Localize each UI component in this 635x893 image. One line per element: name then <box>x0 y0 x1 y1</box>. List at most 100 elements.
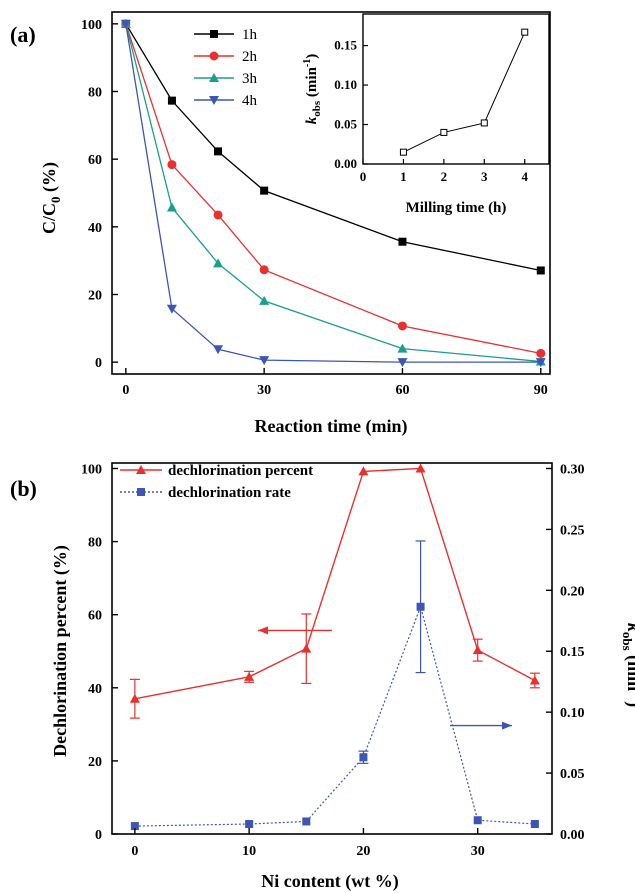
data-point-2h <box>397 321 407 331</box>
inset-x-axis-title: Milling time (h) <box>406 200 507 216</box>
y-tick-label-right-b: 0.20 <box>560 584 585 599</box>
inset-data-point <box>480 119 488 127</box>
data-point-1h <box>260 186 269 195</box>
y-tick-label-left-b: 40 <box>88 682 102 697</box>
panel-label-a: (a) <box>10 22 36 47</box>
y-tick-label-a: 20 <box>88 288 102 303</box>
y-tick-label-right-b: 0.15 <box>560 645 585 660</box>
y-tick-label-a: 80 <box>88 86 102 101</box>
data-point-dechlorination-rate <box>130 822 139 831</box>
y-tick-label-a: 40 <box>88 221 102 236</box>
y-tick-label-right-b: 0.00 <box>560 828 585 843</box>
inset-y-tick-label: 0.05 <box>334 117 357 132</box>
data-point-2h <box>213 210 223 220</box>
data-point-4h <box>120 19 131 29</box>
inset-x-tick-label: 3 <box>481 169 488 184</box>
data-point-dechlorination-rate <box>359 753 368 762</box>
x-tick-label-a: 0 <box>122 383 129 398</box>
arrow-left-head <box>258 626 268 635</box>
x-tick-label-b: 20 <box>356 844 370 859</box>
inset-y-tick-label: 0.00 <box>334 156 357 171</box>
legend-label: 3h <box>242 71 258 87</box>
inset-y-tick-label: 0.10 <box>334 77 357 92</box>
x-tick-label-b: 10 <box>242 844 256 859</box>
legend-item-3h: 3h <box>194 71 258 87</box>
y-tick-label-left-b: 20 <box>88 755 102 770</box>
data-point-4h <box>166 304 177 314</box>
data-point-dechlorination-percent <box>129 693 140 703</box>
series-line-3h <box>125 23 541 363</box>
data-point-4h <box>213 345 224 355</box>
y-tick-label-right-b: 0.10 <box>560 706 585 721</box>
y-axis-title-a: C/C0 (%) <box>39 162 63 234</box>
data-point-2h <box>259 265 269 275</box>
data-point-4h <box>535 358 546 368</box>
data-point-3h <box>166 202 177 212</box>
legend-label: dechlorination percent <box>168 463 313 479</box>
data-point-3h <box>397 343 408 353</box>
legend-b: dechlorination percent dechlorination rat… <box>120 463 313 501</box>
y-tick-label-left-b: 0 <box>95 828 102 843</box>
data-point-dechlorination-percent <box>415 463 426 473</box>
legend-marker <box>137 488 145 496</box>
data-point-2h <box>536 348 546 358</box>
inset-data-point <box>440 128 448 136</box>
legend-item-1h: 1h <box>194 27 258 43</box>
data-point-dechlorination-rate <box>302 817 311 826</box>
legend-a: 1h 2h 3h 4h <box>194 27 258 109</box>
inset-x-tick-label: 1 <box>400 169 407 184</box>
legend-marker <box>209 51 219 61</box>
data-point-2h <box>167 160 177 170</box>
x-axis-title-a: Reaction time (min) <box>255 416 408 437</box>
panel-label-b: (b) <box>10 476 37 501</box>
data-point-1h <box>167 96 176 105</box>
arrow-right <box>450 721 512 730</box>
data-point-1h <box>214 147 223 156</box>
y-tick-label-left-b: 60 <box>88 609 102 624</box>
inset-a: 0 1 2 3 4 0.00 0.05 0.10 0.15 Milling time (h) k… <box>302 13 550 216</box>
inset-data-point <box>521 28 529 36</box>
inset-y-tick-label: 0.15 <box>334 38 357 53</box>
series-4h <box>120 19 546 368</box>
data-point-4h <box>397 358 408 368</box>
y-tick-label-right-b: 0.25 <box>560 523 585 538</box>
x-tick-label-b: 30 <box>471 844 485 859</box>
data-point-dechlorination-rate <box>530 820 539 829</box>
data-point-3h <box>213 258 224 268</box>
data-point-dechlorination-percent <box>358 466 369 476</box>
data-point-dechlorination-percent <box>472 645 483 655</box>
series-dechlorination-rate <box>130 540 539 831</box>
inset-data-point <box>399 148 407 156</box>
series-line-4h <box>125 23 541 363</box>
y-tick-label-a: 0 <box>95 356 102 371</box>
legend-marker <box>209 96 219 105</box>
y-tick-label-a: 60 <box>88 153 102 168</box>
panel-b: (b) 0 10 20 30 0 20 40 60 80 100 0.00 0.05 0.10 0.15 0… <box>10 462 635 892</box>
data-point-dechlorination-rate <box>473 816 482 825</box>
inset-frame <box>362 13 550 165</box>
y-axis-title-left-b: Dechlorination percent (%) <box>50 545 71 757</box>
legend-label: 2h <box>242 49 258 65</box>
legend-item-dechlorination-percent: dechlorination percent <box>120 463 313 479</box>
x-tick-label-a: 90 <box>534 383 548 398</box>
data-point-3h <box>259 295 270 305</box>
data-point-dechlorination-percent <box>301 643 312 653</box>
inset-x-tick-label: 4 <box>521 169 528 184</box>
arrow-left <box>258 626 332 635</box>
inset-x-tick-label: 2 <box>441 169 448 184</box>
legend-label: dechlorination rate <box>168 485 291 501</box>
data-point-dechlorination-percent <box>529 675 540 685</box>
data-point-dechlorination-rate <box>416 602 425 611</box>
data-point-1h <box>536 266 545 275</box>
x-tick-label-a: 30 <box>257 383 271 398</box>
series-2h <box>121 19 546 358</box>
plot-frame-b <box>111 462 553 835</box>
legend-marker <box>210 30 218 38</box>
data-point-4h <box>259 356 270 366</box>
series-line-2h <box>125 23 541 355</box>
series-line-dechlorination-percent <box>134 467 536 700</box>
y-tick-label-right-b: 0.05 <box>560 767 585 782</box>
x-tick-label-b: 0 <box>131 844 138 859</box>
